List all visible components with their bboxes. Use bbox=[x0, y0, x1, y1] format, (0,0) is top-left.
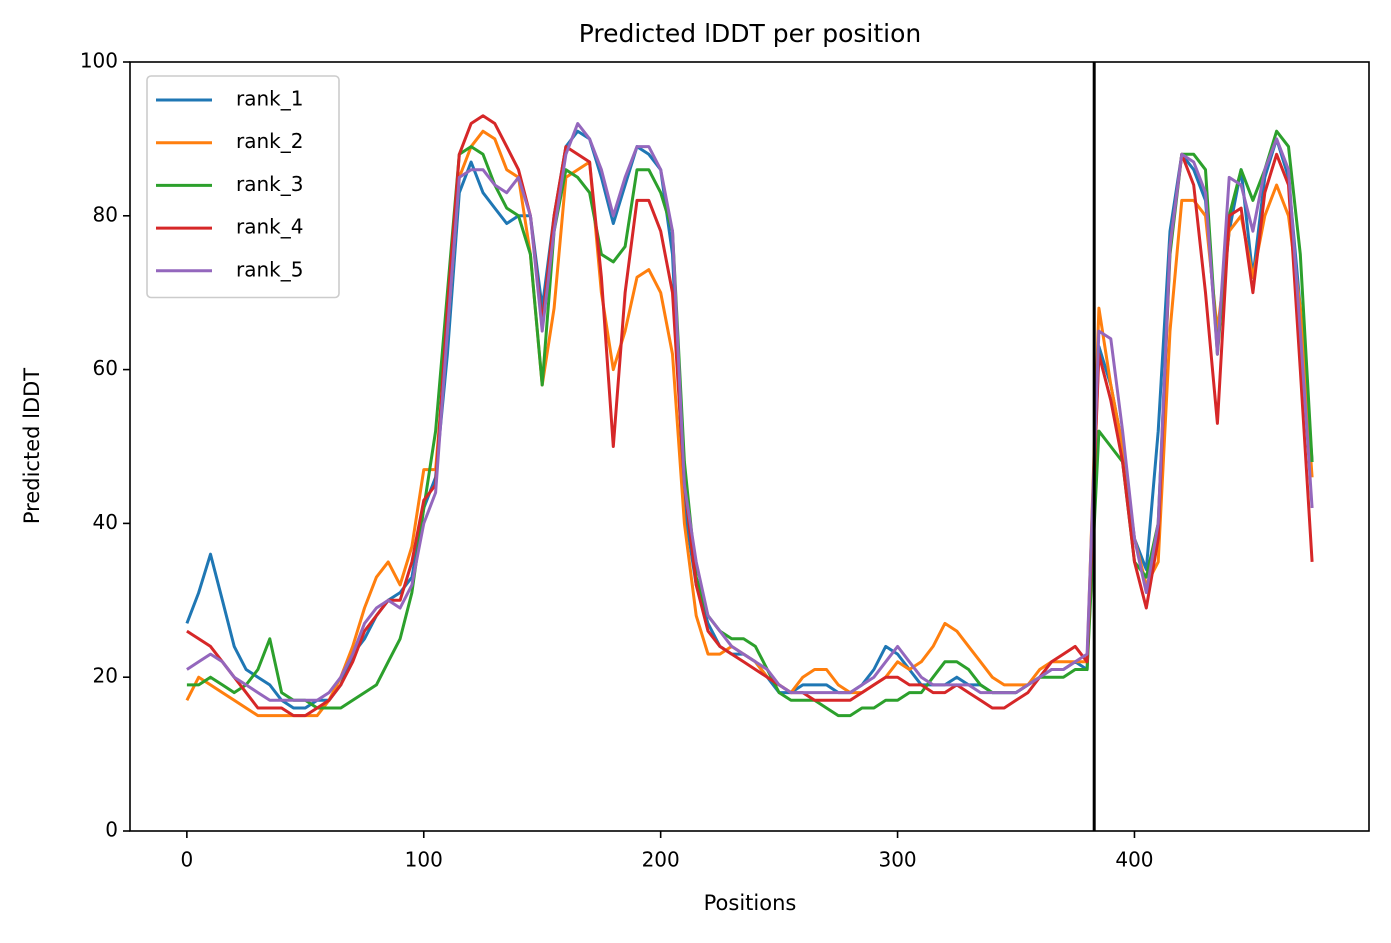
x-tick-label: 0 bbox=[180, 848, 193, 872]
x-axis-label: Positions bbox=[704, 891, 797, 915]
y-tick-label: 80 bbox=[93, 202, 118, 226]
x-tick-label: 100 bbox=[405, 848, 443, 872]
legend-label: rank_3 bbox=[236, 172, 303, 196]
y-tick-label: 20 bbox=[93, 664, 118, 688]
legend-box bbox=[146, 75, 340, 299]
legend-label: rank_2 bbox=[236, 129, 303, 153]
y-tick-label: 100 bbox=[80, 49, 118, 73]
y-tick-label: 60 bbox=[93, 356, 118, 380]
x-tick-label: 200 bbox=[642, 848, 680, 872]
chart-title: Predicted lDDT per position bbox=[579, 19, 921, 48]
y-axis-label: Predicted lDDT bbox=[20, 368, 44, 524]
legend-label: rank_1 bbox=[236, 87, 303, 111]
y-tick-label: 0 bbox=[105, 818, 118, 842]
legend-label: rank_4 bbox=[236, 215, 303, 239]
x-tick-label: 400 bbox=[1115, 848, 1153, 872]
legend-label: rank_5 bbox=[236, 257, 303, 281]
axes-frame bbox=[129, 61, 1370, 832]
y-tick-label: 40 bbox=[93, 510, 118, 534]
series-line bbox=[186, 114, 1314, 718]
x-tick-label: 300 bbox=[878, 848, 916, 872]
series-line bbox=[186, 122, 1314, 702]
